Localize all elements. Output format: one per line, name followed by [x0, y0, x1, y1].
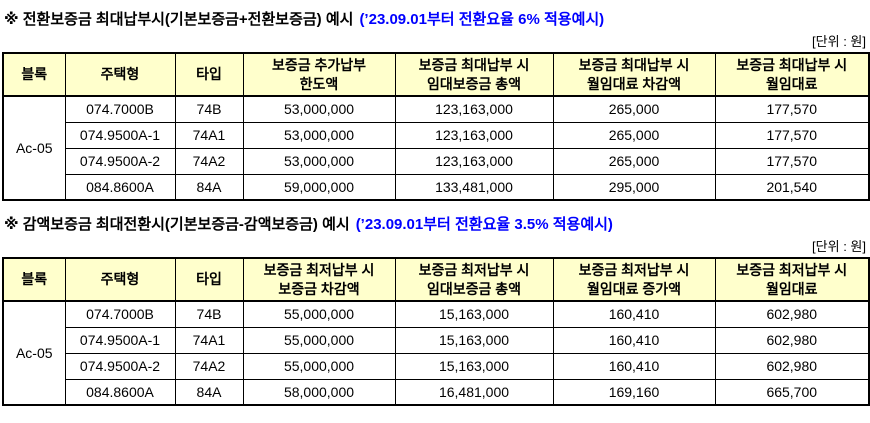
data-cell: 55,000,000: [242, 352, 396, 380]
col-header-type: 타입: [174, 52, 244, 97]
max-payment-table: 블록 주택형 타입 보증금 추가납부 한도액 보증금 최대납부 시 임대보증금 …: [2, 52, 870, 201]
data-cell: 169,160: [552, 378, 716, 406]
table-row: Ac-05 074.7000B 74B 55,000,000 15,163,000 160…: [2, 300, 870, 406]
data-cell: 177,570: [714, 121, 870, 149]
col-header-type: 타입: [174, 257, 244, 302]
section-title-note: (’23.09.01부터 전환요율 3.5% 적용예시): [355, 216, 613, 233]
data-cell: 074.9500A-2: [64, 352, 176, 380]
col-header-house-type: 주택형: [64, 52, 176, 97]
table-row: Ac-05 074.7000B 74B 53,000,000 123,163,000 26…: [2, 95, 870, 201]
data-cell: 602,980: [714, 326, 870, 354]
unit-label: [단위 : 원]: [812, 34, 866, 49]
col-header-monthly-rent: 보증금 최대납부 시 월임대료: [714, 52, 870, 97]
table-body: Ac-05 074.7000B 74B 55,000,000 15,163,000 160…: [2, 300, 870, 406]
table-row: 084.8600A 84A 59,000,000 133,481,000 295,000…: [3, 173, 870, 201]
section-conversion-deposit-max-payment: ※ 전환보증금 최대납부시(기본보증금+전환보증금) 예시 (’23.09.01부…: [2, 8, 870, 201]
table-row: 074.9500A-1 74A1 55,000,000 15,163,000 160,4…: [3, 326, 870, 354]
data-cell: 55,000,000: [242, 326, 396, 354]
col-header-total-rental-deposit: 보증금 최대납부 시 임대보증금 총액: [394, 52, 554, 97]
unit-label: [단위 : 원]: [812, 239, 866, 254]
data-cell: 265,000: [552, 121, 716, 149]
col-header-monthly-rent-deduction: 보증금 최대납부 시 월임대료 차감액: [552, 52, 716, 97]
data-cell: 160,410: [552, 326, 716, 354]
data-cell: 74A1: [174, 121, 244, 149]
col-header-monthly-rent: 보증금 최저납부 시 월임대료: [714, 257, 870, 302]
data-cell: 295,000: [552, 173, 716, 201]
data-cell: 123,163,000: [394, 147, 554, 175]
table-row: 074.9500A-1 74A1 53,000,000 123,163,000 265,…: [3, 121, 870, 149]
data-cell: 53,000,000: [242, 147, 396, 175]
data-cell: 15,163,000: [394, 326, 554, 354]
section-title-text: ※ 전환보증금 최대납부시(기본보증금+전환보증금) 예시: [4, 11, 354, 28]
data-cell: 074.9500A-2: [64, 147, 176, 175]
data-cell: 16,481,000: [394, 378, 554, 406]
table-row: 074.9500A-2 74A2 55,000,000 15,163,000 160,4…: [3, 352, 870, 380]
col-header-block: 블록: [2, 52, 66, 97]
data-cell: 201,540: [714, 173, 870, 201]
col-header-total-rental-deposit: 보증금 최저납부 시 임대보증금 총액: [394, 257, 554, 302]
data-cell: 074.9500A-1: [64, 326, 176, 354]
data-cell: 15,163,000: [394, 300, 554, 328]
section-title: ※ 전환보증금 최대납부시(기본보증금+전환보증금) 예시 (’23.09.01부…: [4, 8, 868, 29]
block-cell: Ac-05: [2, 300, 66, 406]
data-cell: 84A: [174, 378, 244, 406]
data-cell: 074.7000B: [64, 300, 176, 328]
col-header-deposit-deduction: 보증금 최저납부 시 보증금 차감액: [242, 257, 396, 302]
data-cell: 133,481,000: [394, 173, 554, 201]
data-cell: 84A: [174, 173, 244, 201]
data-cell: 265,000: [552, 95, 716, 123]
col-header-block: 블록: [2, 257, 66, 302]
data-cell: 74B: [174, 95, 244, 123]
document-page: ※ 전환보증금 최대납부시(기본보증금+전환보증금) 예시 (’23.09.01부…: [2, 8, 870, 406]
data-cell: 74B: [174, 300, 244, 328]
data-cell: 123,163,000: [394, 95, 554, 123]
data-cell: 53,000,000: [242, 95, 396, 123]
data-cell: 53,000,000: [242, 121, 396, 149]
table-header-row: 블록 주택형 타입 보증금 추가납부 한도액 보증금 최대납부 시 임대보증금 …: [2, 52, 870, 97]
data-cell: 74A2: [174, 147, 244, 175]
data-cell: 177,570: [714, 147, 870, 175]
data-cell: 665,700: [714, 378, 870, 406]
data-cell: 59,000,000: [242, 173, 396, 201]
table-row: 084.8600A 84A 58,000,000 16,481,000 169,160 6…: [3, 378, 870, 406]
col-header-monthly-rent-increase: 보증금 최저납부 시 월임대료 증가액: [552, 257, 716, 302]
section-title-note: (’23.09.01부터 전환요율 6% 적용예시): [359, 11, 605, 28]
data-cell: 084.8600A: [64, 173, 176, 201]
data-cell: 58,000,000: [242, 378, 396, 406]
data-cell: 123,163,000: [394, 121, 554, 149]
section-title: ※ 감액보증금 최대전환시(기본보증금-감액보증금) 예시 (’23.09.01부…: [4, 213, 868, 234]
col-header-house-type: 주택형: [64, 257, 176, 302]
table-header-row: 블록 주택형 타입 보증금 최저납부 시 보증금 차감액 보증금 최저납부 시 …: [2, 257, 870, 302]
data-cell: 602,980: [714, 300, 870, 328]
data-cell: 602,980: [714, 352, 870, 380]
min-payment-table: 블록 주택형 타입 보증금 최저납부 시 보증금 차감액 보증금 최저납부 시 …: [2, 257, 870, 406]
block-cell: Ac-05: [2, 95, 66, 201]
data-cell: 074.7000B: [64, 95, 176, 123]
data-cell: 084.8600A: [64, 378, 176, 406]
data-cell: 265,000: [552, 147, 716, 175]
data-cell: 177,570: [714, 95, 870, 123]
data-cell: 160,410: [552, 300, 716, 328]
table-body: Ac-05 074.7000B 74B 53,000,000 123,163,000 26…: [2, 95, 870, 201]
section-reduced-deposit-max-conversion: ※ 감액보증금 최대전환시(기본보증금-감액보증금) 예시 (’23.09.01부…: [2, 213, 870, 406]
data-cell: 15,163,000: [394, 352, 554, 380]
data-cell: 55,000,000: [242, 300, 396, 328]
section-title-text: ※ 감액보증금 최대전환시(기본보증금-감액보증금) 예시: [4, 216, 350, 233]
data-cell: 074.9500A-1: [64, 121, 176, 149]
data-cell: 74A2: [174, 352, 244, 380]
col-header-additional-deposit-limit: 보증금 추가납부 한도액: [242, 52, 396, 97]
data-cell: 74A1: [174, 326, 244, 354]
table-row: 074.9500A-2 74A2 53,000,000 123,163,000 265,…: [3, 147, 870, 175]
data-cell: 160,410: [552, 352, 716, 380]
